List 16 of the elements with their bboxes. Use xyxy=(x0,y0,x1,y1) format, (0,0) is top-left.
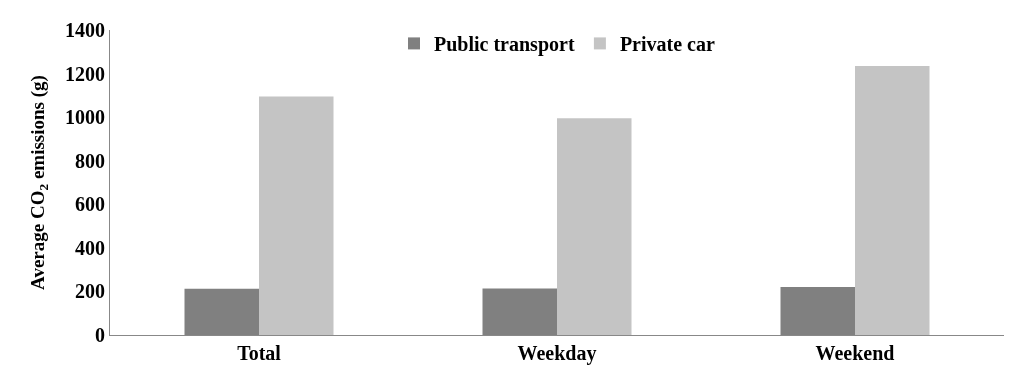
bar xyxy=(259,96,334,335)
y-tick-label: 1000 xyxy=(65,106,105,129)
y-tick-label: 600 xyxy=(75,193,105,216)
y-tick-label: 1400 xyxy=(65,19,105,41)
y-tick-label: 400 xyxy=(75,236,105,259)
y-tick-label: 800 xyxy=(75,149,105,172)
x-tick-label: Weekend xyxy=(815,342,895,364)
x-tick-label: Weekday xyxy=(517,342,597,365)
legend-label: Private car xyxy=(619,33,715,56)
x-tick-label: Total xyxy=(237,342,282,364)
y-tick-label: 1200 xyxy=(65,62,105,85)
legend-label: Public transport xyxy=(434,33,575,57)
bar xyxy=(557,118,632,335)
y-tick-label: 0 xyxy=(95,324,105,346)
bar xyxy=(855,65,930,335)
y-tick-label: 200 xyxy=(75,280,105,303)
